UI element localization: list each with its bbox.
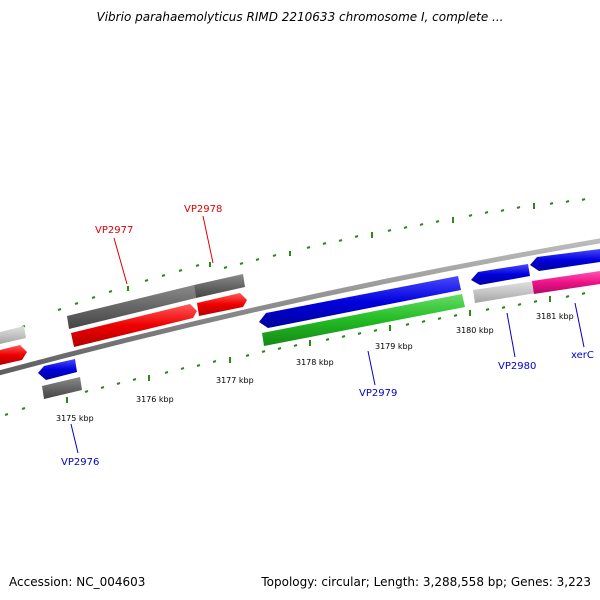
gene-arrow-vp2980-outer: [473, 281, 536, 303]
chromosome-backbone: [0, 238, 600, 376]
gene-arrow-light-gray-left: [0, 326, 26, 344]
topology-summary: Topology: circular; Length: 3,288,558 bp…: [261, 575, 591, 589]
leader-xerc: [574, 302, 585, 348]
label-leaders: [70, 215, 585, 454]
gene-arrow-red-vp2978: [197, 293, 247, 316]
blue-strand-features: [38, 249, 600, 380]
scale-label-3176: 3176 kbp: [136, 395, 174, 404]
gene-arrow-vp2977: [67, 285, 196, 329]
gene-label-vp2977: VP2977: [95, 225, 133, 236]
scale-label-3175: 3175 kbp: [56, 414, 94, 423]
scale-label-3177: 3177 kbp: [216, 376, 254, 385]
leader-vp2980: [506, 312, 516, 358]
gene-label-vp2978: VP2978: [184, 204, 222, 215]
inner-tick-ring: [4, 292, 586, 416]
gene-arrow-dark-vp2976: [42, 377, 82, 399]
accession-text: Accession: NC_004603: [9, 575, 146, 589]
gene-arrow-blue-xerc: [530, 249, 600, 271]
scale-label-3179: 3179 kbp: [375, 342, 413, 351]
map-title: Vibrio parahaemolyticus RIMD 2210633 chr…: [96, 10, 504, 24]
leader-vp2979: [367, 350, 376, 386]
leader-vp2977: [113, 237, 128, 285]
gene-label-vp2976: VP2976: [61, 457, 99, 468]
scale-labels: 3175 kbp 3176 kbp 3177 kbp 3178 kbp 3179…: [56, 312, 574, 423]
gene-arrow-xerc-outer: [532, 271, 600, 294]
scale-label-3181: 3181 kbp: [536, 312, 574, 321]
outer-strand-features: [0, 271, 600, 344]
gene-arrow-blue-vp2979: [259, 276, 461, 328]
gene-arrow-blue-vp2980: [471, 264, 530, 285]
scale-label-3180: 3180 kbp: [456, 326, 494, 335]
gene-labels: VP2977 VP2978 VP2976 VP2979 VP2980 xerC: [61, 204, 594, 468]
outer-tick-ring: [4, 198, 586, 334]
leader-vp2978: [202, 215, 214, 264]
gene-arrow-blue-vp2976: [38, 359, 77, 380]
red-strand-features: [0, 293, 247, 365]
gene-label-vp2979: VP2979: [359, 388, 397, 399]
gene-arrow-red-left: [0, 345, 27, 365]
inner-strand-features: [42, 294, 465, 399]
gene-label-vp2980: VP2980: [498, 361, 536, 372]
leader-vp2976: [70, 423, 79, 454]
scale-label-3178: 3178 kbp: [296, 358, 334, 367]
gene-label-xerc: xerC: [571, 350, 594, 361]
gene-arrow-vp2978: [194, 274, 245, 298]
gene-arrow-green-vp2979: [262, 294, 465, 346]
gene-arrow-red-vp2977: [71, 304, 197, 347]
